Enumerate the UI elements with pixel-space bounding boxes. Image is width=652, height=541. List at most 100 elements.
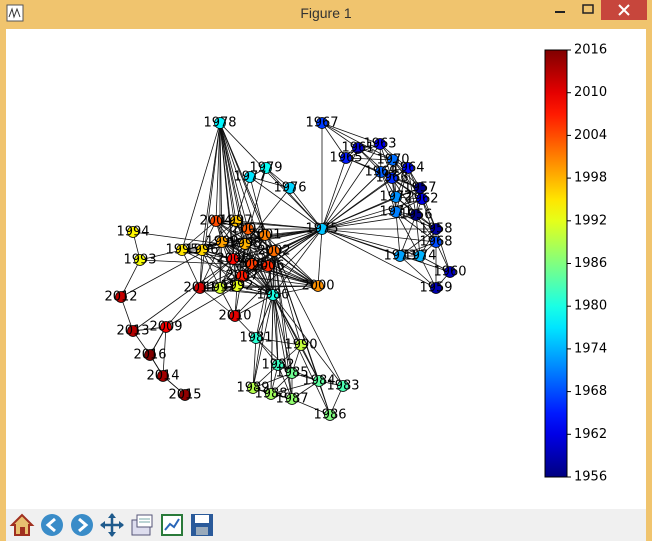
edge (201, 122, 221, 251)
home-button[interactable] (9, 512, 35, 538)
edge (252, 372, 293, 389)
edge (219, 122, 323, 230)
node-label: 2000 (301, 279, 334, 294)
toolbar (6, 509, 646, 541)
edge (321, 143, 381, 230)
node-label: 2011 (183, 281, 216, 296)
node (316, 117, 328, 129)
save-button[interactable] (189, 512, 215, 538)
edge (272, 294, 279, 366)
edge (199, 249, 203, 289)
edge (249, 176, 323, 230)
edge (272, 294, 320, 382)
node-label: 1992 (220, 279, 253, 294)
edge (321, 214, 417, 230)
edge (321, 228, 437, 289)
node-label: 2001 (248, 228, 281, 243)
node-label: 1979 (249, 161, 282, 176)
node-label: 1995 (165, 243, 198, 258)
forward-button[interactable] (69, 512, 95, 538)
edge (321, 228, 437, 243)
edge (399, 255, 437, 289)
node (262, 260, 274, 272)
edge (321, 122, 347, 159)
node (247, 382, 259, 394)
node (386, 172, 398, 184)
edge (235, 220, 323, 230)
node (265, 388, 277, 400)
node (313, 375, 325, 387)
edge (181, 220, 217, 251)
edge (139, 249, 183, 261)
node (214, 117, 226, 129)
edge (273, 250, 293, 374)
close-button[interactable] (601, 0, 647, 20)
node-label: 1980 (256, 288, 289, 303)
node-label: 1959 (419, 281, 452, 296)
node-label: 1988 (254, 387, 287, 402)
node (250, 332, 262, 344)
node-label: 2006 (251, 259, 284, 274)
colorbar-tick-label: 2016 (574, 43, 607, 58)
node (414, 250, 426, 262)
colorbar-tick-label: 1980 (574, 299, 607, 314)
edge (252, 294, 274, 389)
node-label: 1975 (305, 222, 338, 237)
maximize-button[interactable] (575, 0, 601, 20)
minimize-button[interactable] (545, 0, 575, 20)
edge (219, 122, 243, 277)
edge (273, 250, 344, 387)
node-label: 1974 (403, 249, 436, 264)
node (214, 282, 226, 294)
node-label: 1997 (219, 214, 252, 229)
nodes (115, 117, 456, 421)
node-label: 1982 (261, 358, 294, 373)
node-label: 1961 (341, 141, 374, 156)
node (194, 282, 206, 294)
node (390, 206, 402, 218)
node (210, 215, 222, 227)
edge (181, 249, 201, 289)
node (430, 223, 442, 235)
edge (244, 243, 319, 287)
edge (399, 214, 417, 257)
node-label: 1996 (185, 243, 218, 258)
edge (399, 241, 437, 257)
node-label: 1964 (391, 161, 424, 176)
node (312, 280, 324, 292)
edge (249, 176, 266, 236)
node (230, 215, 242, 227)
zoom-button[interactable] (129, 512, 155, 538)
node-label: 1991 (203, 281, 236, 296)
node-label: 1989 (236, 381, 269, 396)
node (231, 280, 243, 292)
edge (120, 259, 141, 298)
edge (273, 250, 302, 346)
edge (380, 171, 397, 213)
node (374, 138, 386, 150)
pan-button[interactable] (99, 512, 125, 538)
node-label: 1976 (273, 181, 306, 196)
node-label: 1978 (203, 116, 236, 131)
node (416, 193, 428, 205)
back-button[interactable] (39, 512, 65, 538)
node (127, 325, 139, 337)
edge (215, 220, 319, 287)
node (227, 253, 239, 265)
edge (255, 294, 274, 339)
node (284, 182, 296, 194)
node-label: 1957 (403, 181, 436, 196)
node-label: 1986 (313, 408, 346, 423)
edge (419, 255, 437, 289)
node-label: 2009 (149, 320, 182, 335)
node (394, 250, 406, 262)
edge (215, 220, 274, 296)
edge (252, 337, 257, 389)
node-label: 1984 (302, 374, 335, 389)
edge (421, 198, 437, 243)
subplots-button[interactable] (159, 512, 185, 538)
edge (264, 234, 319, 287)
edge (379, 143, 393, 179)
edge (219, 287, 274, 296)
